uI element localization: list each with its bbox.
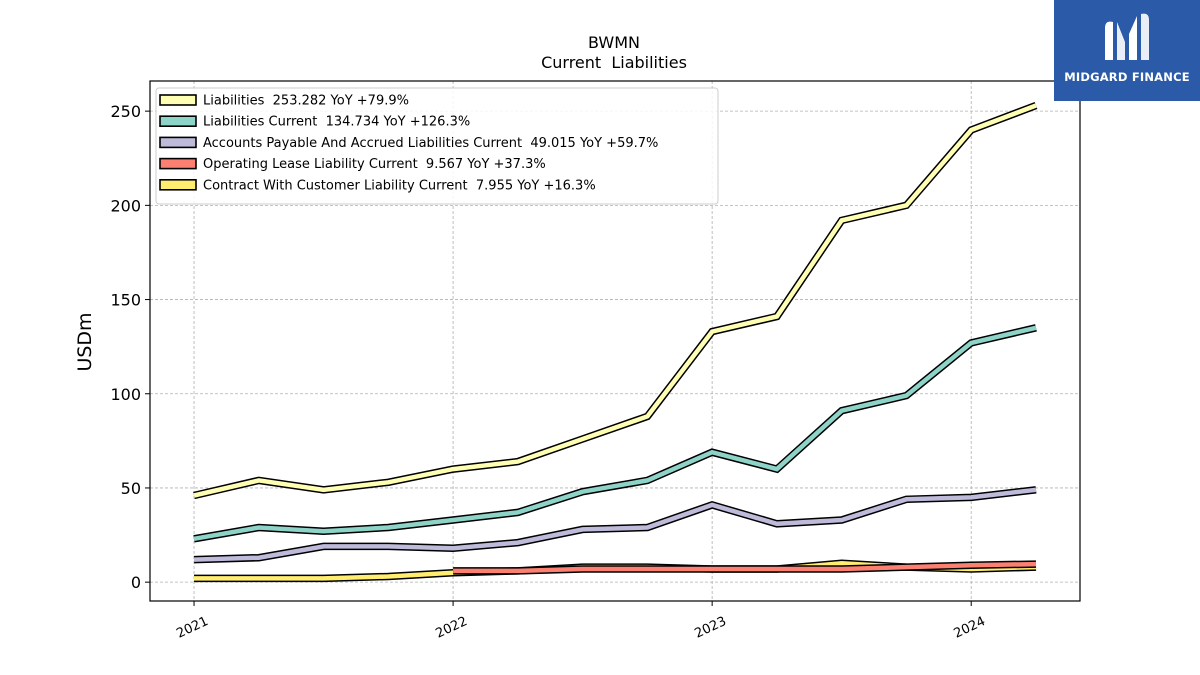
chart-title: BWMN bbox=[588, 33, 640, 52]
y-tick-label: 100 bbox=[110, 385, 141, 404]
legend-swatch bbox=[159, 136, 197, 149]
legend-swatch bbox=[159, 94, 197, 106]
legend-box bbox=[155, 87, 719, 205]
series-line-3 bbox=[193, 486, 1037, 564]
y-tick-label: 0 bbox=[131, 573, 141, 592]
series-stroke bbox=[193, 487, 1037, 562]
legend-swatch bbox=[159, 179, 197, 191]
logo-text: MIDGARD FINANCE bbox=[1064, 70, 1190, 84]
series-line-1 bbox=[193, 101, 1038, 500]
brand-logo: MIDGARD FINANCE bbox=[1054, 0, 1200, 101]
series-outline bbox=[193, 324, 1037, 543]
plot-frame bbox=[149, 80, 1081, 602]
y-tick-label: 250 bbox=[110, 102, 141, 121]
series-stroke bbox=[193, 103, 1037, 498]
logo-mark-icon bbox=[1105, 13, 1149, 61]
y-tick-label: 150 bbox=[110, 291, 141, 310]
x-tick-label: 2022 bbox=[433, 614, 469, 642]
legend-entry-label: Accounts Payable And Accrued Liabilities… bbox=[203, 136, 658, 151]
series-line-4 bbox=[453, 560, 1037, 575]
legend-entry-label: Operating Lease Liability Current 9.567 … bbox=[203, 157, 546, 172]
legend-swatch bbox=[159, 157, 197, 170]
legend-swatch bbox=[159, 115, 197, 127]
series-stroke bbox=[193, 325, 1037, 542]
chart-subtitle: Current Liabilities bbox=[541, 53, 687, 72]
legend-entry-label: Liabilities Current 134.734 YoY +126.3% bbox=[203, 115, 470, 130]
x-tick-label: 2024 bbox=[952, 614, 988, 642]
legend-entry-label: Contract With Customer Liability Current… bbox=[203, 178, 596, 193]
series-line-2 bbox=[193, 324, 1037, 543]
legend: Liabilities 253.282 YoY +79.9% Liabilitie… bbox=[155, 87, 719, 205]
legend-entry-label: Liabilities 253.282 YoY +79.9% bbox=[203, 94, 409, 109]
x-tick-label: 2021 bbox=[174, 614, 210, 642]
series-stroke bbox=[453, 561, 1037, 574]
y-tick-label: 50 bbox=[121, 479, 141, 498]
x-tick-label: 2023 bbox=[692, 614, 728, 642]
y-tick-label: 200 bbox=[110, 196, 141, 215]
y-axis-label: USDm bbox=[74, 312, 96, 371]
